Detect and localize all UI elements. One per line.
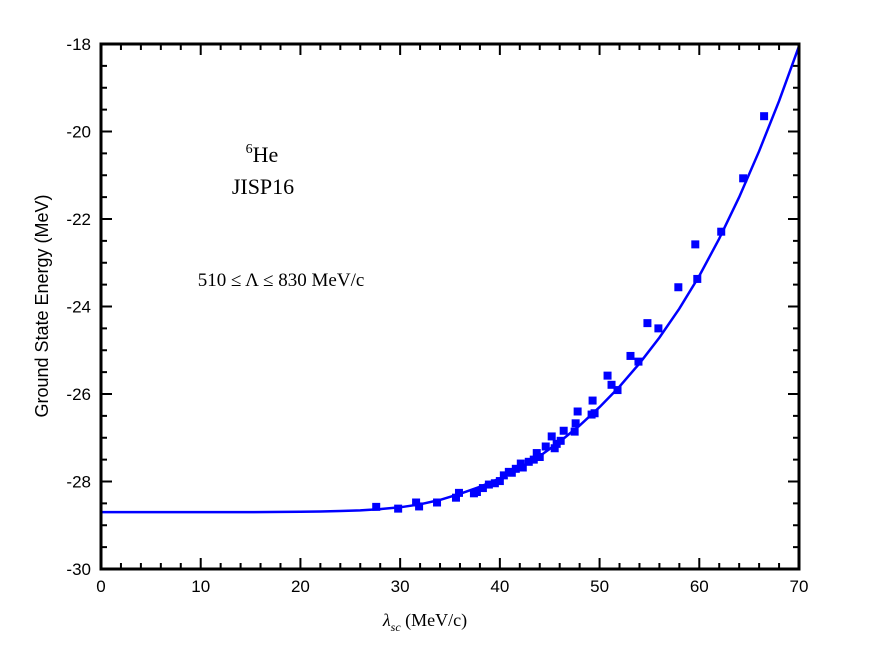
plot-frame [99,42,801,571]
annotation-nucleus-mass: 6 [246,142,253,157]
data-point [588,396,597,405]
data-point [490,479,499,488]
x-tick-label: 30 [391,577,410,596]
y-tick-label: -28 [66,473,91,492]
x-axis-title-units: (MeV/c) [401,610,467,631]
data-point [499,471,508,480]
x-tick-label: 50 [590,577,609,596]
annotation-range: 510 ≤ Λ ≤ 830 MeV/c [198,270,365,291]
data-point [529,455,538,464]
data-point [535,453,544,461]
data-point [607,380,616,389]
data-point [691,240,700,249]
data-layer [101,45,801,514]
data-point [495,477,504,486]
data-point [433,498,442,507]
x-tick-label: 40 [490,577,509,596]
annotation-nucleus-symbol: He [253,142,279,167]
y-tick-label: -20 [66,123,91,142]
data-point [454,488,463,497]
y-tick-label: -18 [66,35,91,54]
data-point [518,463,527,472]
annotation-nucleus: 6He [246,142,279,167]
data-point [570,427,579,436]
data-point [541,442,550,451]
data-point [674,283,683,292]
data-point [693,274,702,283]
data-point [556,436,565,445]
data-point [415,502,424,511]
x-tick-label: 20 [291,577,310,596]
ticks-layer: 0 10 20 30 40 50 60 70 -30 -28 -26 -24 -22 -20 -18 [66,35,808,596]
data-point [613,386,622,395]
x-tick-label: 70 [790,577,809,596]
data-point [717,227,726,236]
x-axis-title-subscript: sc [391,620,402,634]
annotation-interaction: JISP16 [232,174,294,199]
data-point [626,351,635,360]
data-point [571,419,580,428]
data-point [603,371,612,380]
y-axis-title: Ground State Energy (MeV) [32,194,52,417]
x-axis-title-symbol: λ [382,610,391,630]
data-point [451,493,460,502]
x-axis-title: λsc (MeV/c) [382,610,467,634]
y-tick-label: -30 [66,560,91,579]
data-point [478,484,487,493]
data-point [394,504,403,513]
data-point [472,488,481,496]
data-point [559,426,568,435]
y-tick-label: -22 [66,210,91,229]
data-point [590,409,599,418]
data-point [524,457,533,466]
data-point [372,502,381,511]
data-point [654,324,663,333]
data-point [643,319,652,328]
data-point [550,444,559,453]
x-tick-label: 60 [690,577,709,596]
data-point [573,407,582,416]
data-point [634,357,643,366]
data-point [739,174,748,183]
data-point [511,464,520,473]
x-tick-label: 10 [191,577,210,596]
data-point [484,480,493,489]
data-point [547,432,556,441]
y-tick-label: -26 [66,385,91,404]
x-tick-label: 0 [96,577,105,596]
data-point [760,112,769,121]
y-tick-label: -24 [66,298,91,317]
